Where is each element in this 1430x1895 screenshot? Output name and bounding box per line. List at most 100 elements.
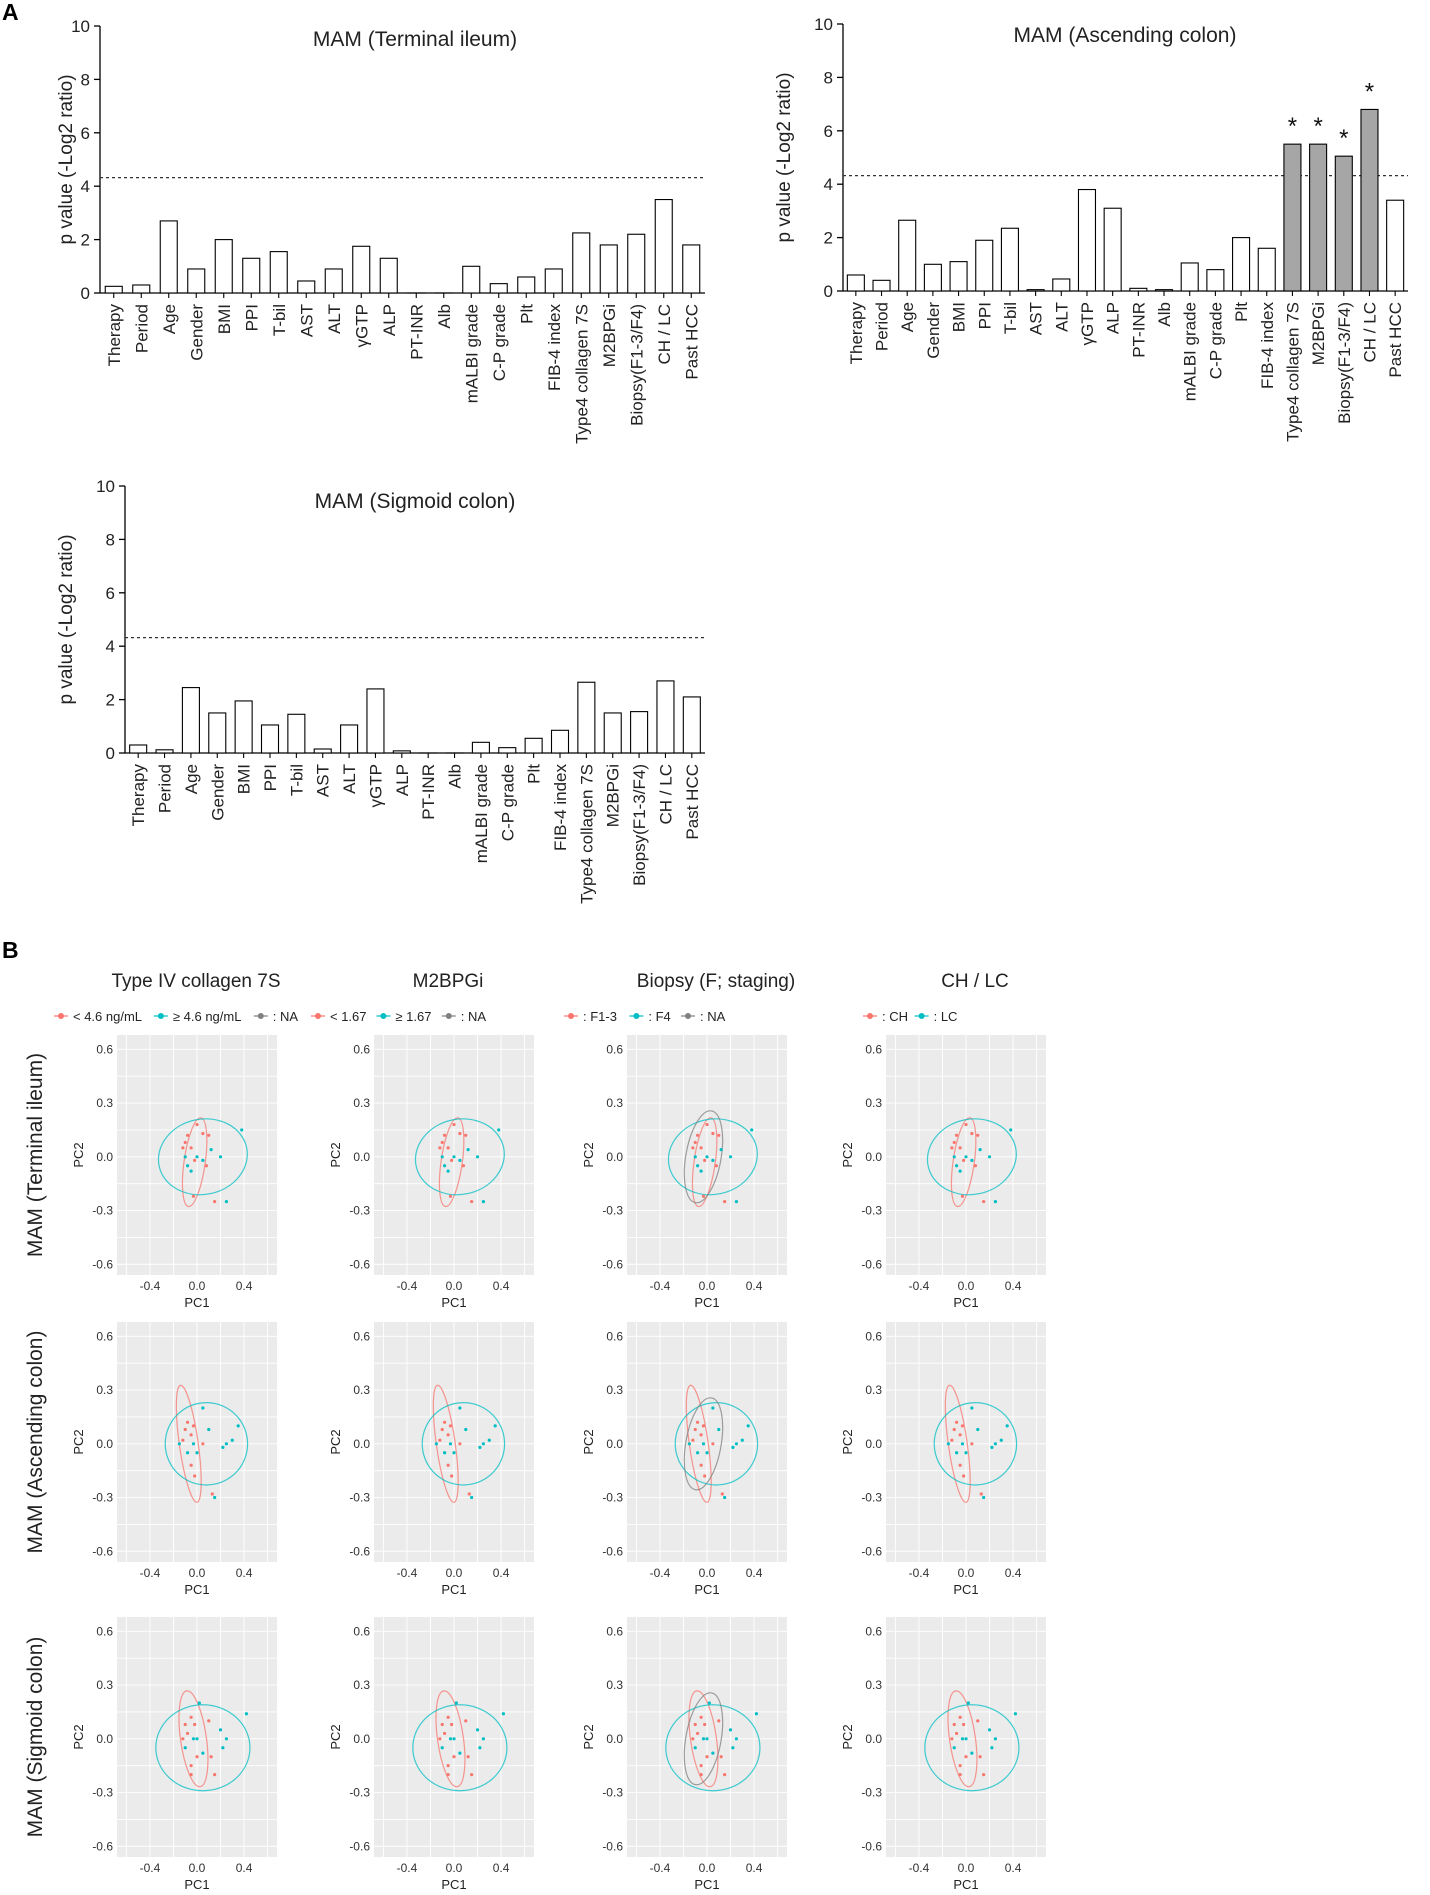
pc2-tick-label: -0.6 — [602, 1257, 623, 1271]
pc1-tick-label: 0.0 — [446, 1861, 463, 1875]
pc2-tick-label: -0.3 — [92, 1786, 113, 1800]
pc2-tick-label: 0.0 — [353, 1150, 370, 1164]
data-point — [189, 1715, 193, 1719]
category-label: Alb — [435, 304, 454, 329]
data-point — [446, 1169, 450, 1173]
y-tick-label: 2 — [81, 231, 90, 250]
category-label: Period — [156, 764, 175, 813]
data-point — [717, 1427, 721, 1432]
data-point — [209, 1755, 213, 1759]
category-label: γGTP — [352, 304, 371, 347]
bar — [242, 257, 261, 294]
pc2-tick-label: 0.6 — [865, 1329, 882, 1343]
data-point — [478, 1445, 482, 1449]
y-tick-label: 4 — [106, 637, 115, 656]
category-label: Plt — [1232, 302, 1251, 322]
data-point — [461, 1164, 466, 1168]
pc1-tick-label: 0.4 — [746, 1566, 763, 1580]
y-tick-label: 4 — [81, 177, 90, 196]
y-tick-label: 0 — [824, 282, 833, 301]
confidence-ellipse — [421, 1401, 506, 1486]
pc1-axis-label: PC1 — [953, 1295, 978, 1310]
data-point — [193, 1722, 197, 1727]
data-point — [224, 1737, 229, 1741]
bar — [544, 268, 563, 294]
pca-plot: 0.6 0.3 0.0 -0.3 -0.6 -0.4 0.0 0.4 PC1 PC2 — [581, 1617, 787, 1892]
pc2-tick-label: 0.6 — [96, 1042, 113, 1056]
legend-key-dot — [685, 1013, 691, 1019]
bar — [654, 199, 673, 294]
data-point — [693, 1155, 697, 1159]
data-point — [987, 1155, 992, 1159]
data-point — [197, 1701, 201, 1705]
y-tick-label: 8 — [106, 530, 115, 549]
data-point — [993, 1199, 998, 1204]
legend-key-dot — [380, 1013, 387, 1019]
category-label: PPI — [242, 304, 261, 331]
data-point — [442, 1164, 447, 1168]
legend-label: < 4.6 ng/mL — [73, 1009, 142, 1024]
data-point — [177, 1442, 181, 1446]
data-point — [1009, 1128, 1013, 1132]
bar — [1103, 207, 1122, 292]
data-point — [470, 1199, 474, 1204]
pc2-axis-label: PC2 — [581, 1142, 596, 1167]
data-point — [442, 1451, 447, 1455]
data-point — [703, 1722, 707, 1727]
data-point — [952, 1155, 956, 1159]
pca-row-title: MAM (Ascending colon) — [24, 1331, 47, 1554]
data-point — [207, 1719, 211, 1723]
data-point — [481, 1199, 486, 1204]
data-point — [207, 1133, 211, 1137]
data-point — [701, 1194, 706, 1198]
pc2-tick-label: 0.3 — [606, 1096, 623, 1110]
pc1-axis-label: PC1 — [441, 1877, 466, 1892]
bar — [599, 244, 618, 294]
data-point — [183, 1140, 187, 1145]
category-label: Therapy — [847, 302, 866, 365]
data-point — [970, 1131, 974, 1136]
pc2-tick-label: 0.3 — [606, 1383, 623, 1397]
category-label: T-bil — [270, 304, 289, 336]
data-point — [189, 1764, 193, 1768]
data-point — [705, 1737, 709, 1741]
confidence-ellipse — [414, 1118, 505, 1196]
category-label: BMI — [235, 764, 254, 794]
y-tick-label: 0 — [81, 284, 90, 303]
category-label: Alb — [446, 764, 465, 789]
legend-label: : CH — [882, 1009, 908, 1024]
bar-chart: MAM (Terminal ileum) p value (-Log2 ratio… — [56, 17, 705, 444]
bar — [949, 261, 968, 292]
data-point — [982, 1773, 986, 1777]
bar — [1309, 143, 1328, 292]
bar — [324, 268, 343, 294]
pc1-tick-label: 0.4 — [493, 1279, 510, 1293]
data-point — [952, 1140, 956, 1145]
category-label: Type4 collagen 7S — [1283, 302, 1302, 442]
panel-a-label: A — [2, 0, 19, 25]
category-label: BMI — [950, 302, 969, 332]
pca-plot: 0.6 0.3 0.0 -0.3 -0.6 -0.4 0.0 0.4 PC1 PC2 — [328, 1322, 534, 1597]
pc2-axis-label: PC2 — [581, 1724, 596, 1749]
data-point — [952, 1722, 956, 1727]
data-point — [481, 1442, 486, 1446]
data-point — [478, 1746, 482, 1750]
bar — [313, 748, 332, 754]
data-point — [699, 1463, 703, 1467]
pc2-tick-label: 0.6 — [353, 1042, 370, 1056]
significance-star: * — [1365, 78, 1374, 105]
category-label: Plt — [517, 304, 536, 324]
pc2-axis-label: PC2 — [71, 1142, 86, 1167]
y-tick-label: 6 — [81, 124, 90, 143]
bar — [340, 724, 359, 754]
data-point — [954, 1133, 959, 1137]
data-point — [204, 1164, 209, 1168]
data-point — [958, 1146, 962, 1150]
pc2-tick-label: 0.6 — [96, 1329, 113, 1343]
pc2-tick-label: 0.0 — [865, 1437, 882, 1451]
category-label: Past HCC — [682, 304, 701, 380]
pc1-tick-label: 0.4 — [493, 1566, 510, 1580]
bar — [187, 268, 206, 294]
legend-key-dot — [315, 1013, 321, 1019]
category-label: Therapy — [105, 304, 124, 367]
